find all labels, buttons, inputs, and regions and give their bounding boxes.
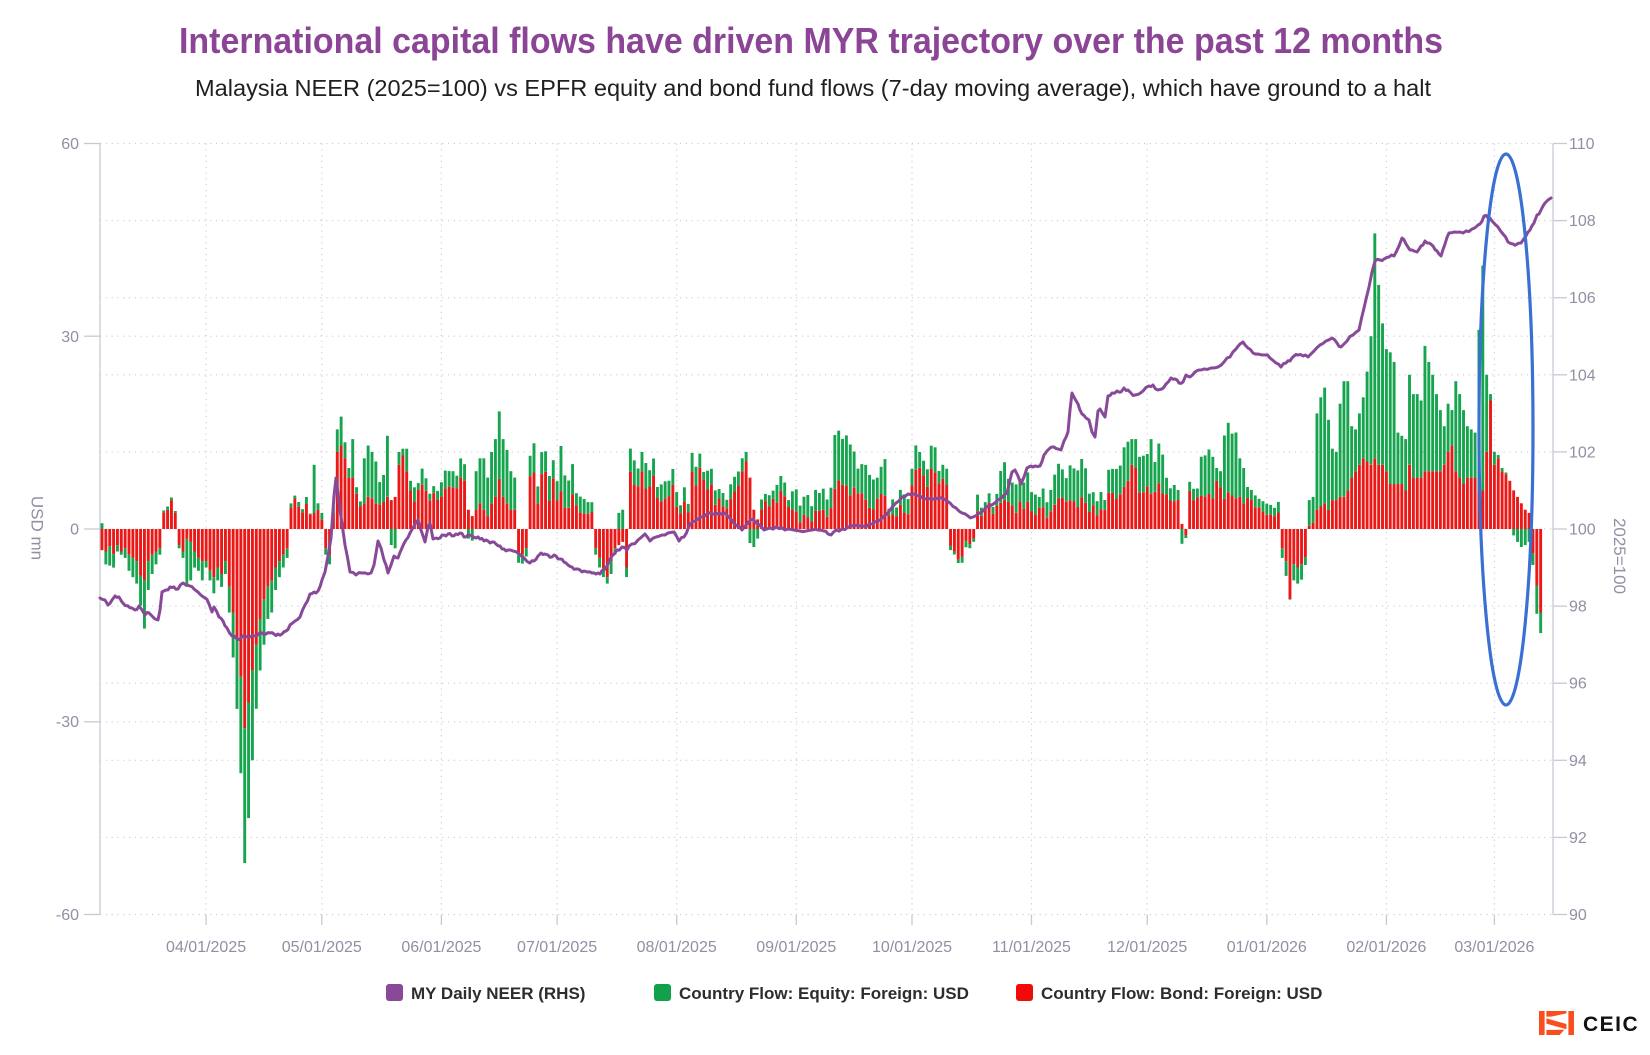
svg-text:90: 90 xyxy=(1569,907,1587,924)
svg-text:106: 106 xyxy=(1569,290,1596,307)
svg-text:06/01/2025: 06/01/2025 xyxy=(401,939,481,956)
svg-text:108: 108 xyxy=(1569,213,1596,230)
svg-text:98: 98 xyxy=(1569,599,1587,616)
svg-text:2025=100: 2025=100 xyxy=(1610,518,1629,594)
svg-text:Malaysia NEER (2025=100) vs EP: Malaysia NEER (2025=100) vs EPFR equity … xyxy=(195,75,1432,101)
svg-text:01/01/2026: 01/01/2026 xyxy=(1227,939,1307,956)
svg-text:08/01/2025: 08/01/2025 xyxy=(637,939,717,956)
svg-text:30: 30 xyxy=(61,329,79,346)
svg-text:04/01/2025: 04/01/2025 xyxy=(166,939,246,956)
svg-text:03/01/2026: 03/01/2026 xyxy=(1454,939,1534,956)
svg-text:09/01/2025: 09/01/2025 xyxy=(756,939,836,956)
svg-text:92: 92 xyxy=(1569,830,1587,847)
svg-text:10/01/2025: 10/01/2025 xyxy=(872,939,952,956)
svg-text:05/01/2025: 05/01/2025 xyxy=(282,939,362,956)
svg-text:MY Daily NEER (RHS): MY Daily NEER (RHS) xyxy=(411,984,585,1003)
svg-text:CEIC: CEIC xyxy=(1583,1013,1639,1036)
svg-text:94: 94 xyxy=(1569,753,1587,770)
svg-text:110: 110 xyxy=(1569,136,1595,153)
svg-text:11/01/2025: 11/01/2025 xyxy=(992,939,1071,956)
svg-text:-60: -60 xyxy=(56,907,79,924)
svg-text:-30: -30 xyxy=(56,714,79,731)
svg-text:104: 104 xyxy=(1569,367,1596,384)
svg-text:Country Flow: Equity: Foreign:: Country Flow: Equity: Foreign: USD xyxy=(679,984,969,1003)
svg-text:07/01/2025: 07/01/2025 xyxy=(517,939,597,956)
svg-text:0: 0 xyxy=(70,522,79,539)
svg-text:102: 102 xyxy=(1569,444,1596,461)
svg-text:02/01/2026: 02/01/2026 xyxy=(1346,939,1426,956)
svg-text:USD mn: USD mn xyxy=(28,496,47,560)
svg-text:12/01/2025: 12/01/2025 xyxy=(1107,939,1187,956)
svg-text:International capital flows ha: International capital flows have driven … xyxy=(179,20,1443,61)
svg-text:Country Flow: Bond: Foreign: U: Country Flow: Bond: Foreign: USD xyxy=(1041,984,1322,1003)
svg-text:100: 100 xyxy=(1569,522,1596,539)
svg-text:96: 96 xyxy=(1569,676,1587,693)
svg-text:60: 60 xyxy=(61,136,79,153)
